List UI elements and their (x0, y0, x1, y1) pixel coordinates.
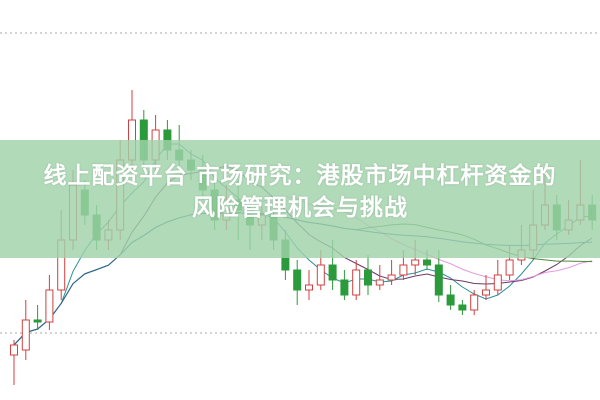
candle-body (352, 269, 361, 296)
candle-body (399, 264, 408, 276)
candle-body (411, 259, 420, 266)
candle (458, 300, 467, 315)
candle-body (21, 319, 30, 351)
candle-body (446, 294, 455, 306)
candle (470, 290, 479, 315)
candle (352, 260, 361, 300)
candle-body (470, 294, 479, 311)
candle (293, 260, 302, 305)
candle-body (505, 259, 514, 276)
candle (21, 300, 30, 360)
candle-body (364, 269, 372, 286)
candle (387, 260, 396, 285)
candle (434, 250, 443, 302)
candle (45, 275, 54, 330)
candle (482, 275, 490, 300)
candle (340, 270, 349, 300)
candle-body (305, 284, 313, 291)
article-title: 线上配资平台 市场研究：港股市场中杠杆资金的 风险管理机会与挑战 (0, 160, 600, 224)
candle-body (493, 274, 502, 291)
candle (364, 255, 372, 295)
candle-body (316, 264, 325, 286)
candle-body (482, 289, 490, 296)
candle-body (293, 269, 302, 291)
candle-body (458, 304, 467, 311)
candle (493, 260, 502, 295)
candle-body (10, 344, 18, 356)
candle-body (45, 289, 54, 323)
candle-body (375, 279, 384, 286)
title-banner (0, 140, 600, 258)
candle (305, 270, 313, 300)
candle (33, 305, 42, 330)
candle (375, 265, 384, 290)
candle (446, 285, 455, 310)
title-line-1: 线上配资平台 市场研究：港股市场中杠杆资金的 (43, 163, 557, 189)
candle-body (423, 259, 431, 266)
candle-body (387, 274, 396, 281)
candle (10, 340, 18, 385)
candle-body (434, 264, 443, 296)
title-line-2: 风险管理机会与挑战 (192, 195, 408, 221)
candle-body (328, 264, 337, 281)
candle-body (340, 279, 349, 296)
candle-body (33, 319, 42, 323)
